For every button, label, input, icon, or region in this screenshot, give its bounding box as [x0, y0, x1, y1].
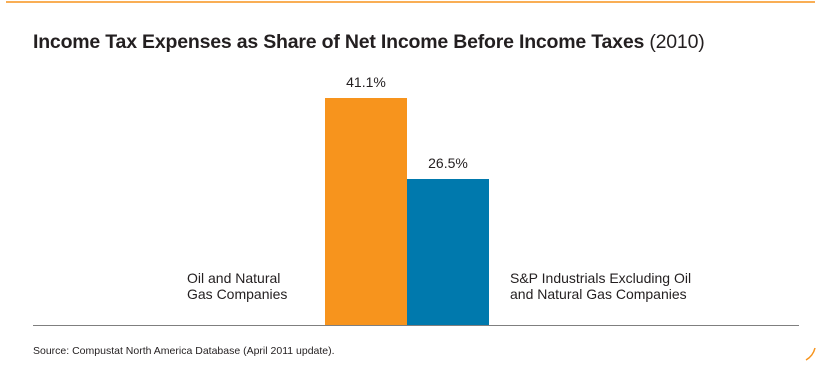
chart-title-year: (2010) [649, 31, 705, 53]
chart-title: Income Tax Expenses as Share of Net Inco… [33, 31, 705, 54]
source-note: Source: Compustat North America Database… [33, 345, 335, 357]
bar-oil-gas [325, 98, 407, 326]
chart-title-main: Income Tax Expenses as Share of Net Inco… [33, 31, 645, 53]
category-label-sp-industrials-line-1: S&P Industrials Excluding Oil [510, 270, 692, 286]
frame-border [6, 1, 816, 361]
category-label-sp-industrials-line-2: and Natural Gas Companies [510, 286, 687, 302]
bar-sp-industrials [407, 179, 489, 326]
category-label-oil-gas-line-1: Oil and Natural [187, 270, 281, 286]
category-label-oil-gas: Oil and Natural Gas Companies [187, 270, 287, 302]
value-label-sp-industrials: 26.5% [428, 155, 468, 172]
category-label-oil-gas-line-2: Gas Companies [187, 286, 288, 302]
category-label-sp-industrials: S&P Industrials Excluding Oil and Natura… [510, 270, 691, 302]
value-label-oil-gas: 41.1% [346, 74, 386, 91]
baseline [33, 325, 799, 326]
